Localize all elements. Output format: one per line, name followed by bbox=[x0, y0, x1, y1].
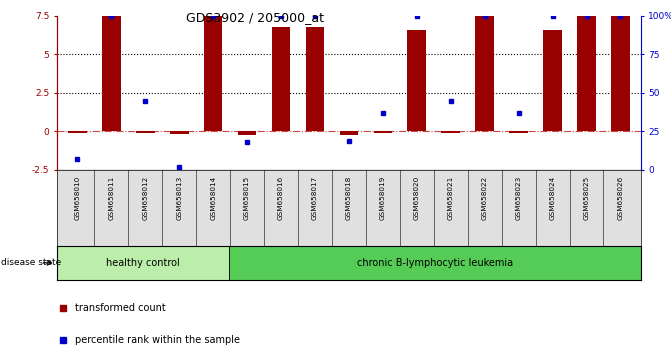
Bar bbox=[611, 16, 630, 131]
Bar bbox=[544, 30, 562, 131]
Bar bbox=[509, 131, 528, 133]
Text: GSM658015: GSM658015 bbox=[244, 176, 250, 220]
Bar bbox=[407, 30, 426, 131]
Text: GSM658016: GSM658016 bbox=[278, 176, 284, 220]
Text: GSM658022: GSM658022 bbox=[482, 176, 488, 220]
Text: healthy control: healthy control bbox=[106, 258, 180, 268]
Bar bbox=[340, 131, 358, 135]
Text: chronic B-lymphocytic leukemia: chronic B-lymphocytic leukemia bbox=[357, 258, 513, 268]
Text: GSM658012: GSM658012 bbox=[142, 176, 148, 220]
Bar bbox=[136, 131, 154, 133]
Text: GSM658023: GSM658023 bbox=[515, 176, 521, 220]
Text: GSM658014: GSM658014 bbox=[210, 176, 216, 220]
Bar bbox=[577, 16, 596, 131]
Text: GSM658010: GSM658010 bbox=[74, 176, 81, 220]
Text: GSM658011: GSM658011 bbox=[108, 176, 114, 220]
Text: GSM658018: GSM658018 bbox=[346, 176, 352, 220]
Bar bbox=[170, 131, 189, 134]
Bar bbox=[475, 16, 494, 131]
Bar bbox=[204, 16, 223, 131]
Text: transformed count: transformed count bbox=[74, 303, 166, 313]
Bar bbox=[57, 246, 229, 280]
Bar bbox=[442, 131, 460, 133]
Bar bbox=[238, 131, 256, 135]
Text: GSM658013: GSM658013 bbox=[176, 176, 183, 220]
Text: GDS3902 / 205000_at: GDS3902 / 205000_at bbox=[186, 11, 324, 24]
Text: GSM658019: GSM658019 bbox=[380, 176, 386, 220]
Bar bbox=[306, 27, 324, 131]
Text: GSM658026: GSM658026 bbox=[617, 176, 623, 220]
Bar bbox=[102, 16, 121, 131]
Bar bbox=[68, 131, 87, 133]
Text: GSM658020: GSM658020 bbox=[414, 176, 420, 220]
Text: GSM658025: GSM658025 bbox=[584, 176, 590, 220]
Bar bbox=[272, 27, 291, 131]
Text: GSM658017: GSM658017 bbox=[312, 176, 318, 220]
Text: disease state: disease state bbox=[1, 258, 61, 267]
Text: GSM658021: GSM658021 bbox=[448, 176, 454, 220]
Text: percentile rank within the sample: percentile rank within the sample bbox=[74, 335, 240, 345]
Bar bbox=[374, 131, 392, 133]
Text: GSM658024: GSM658024 bbox=[550, 176, 556, 220]
Bar bbox=[229, 246, 641, 280]
